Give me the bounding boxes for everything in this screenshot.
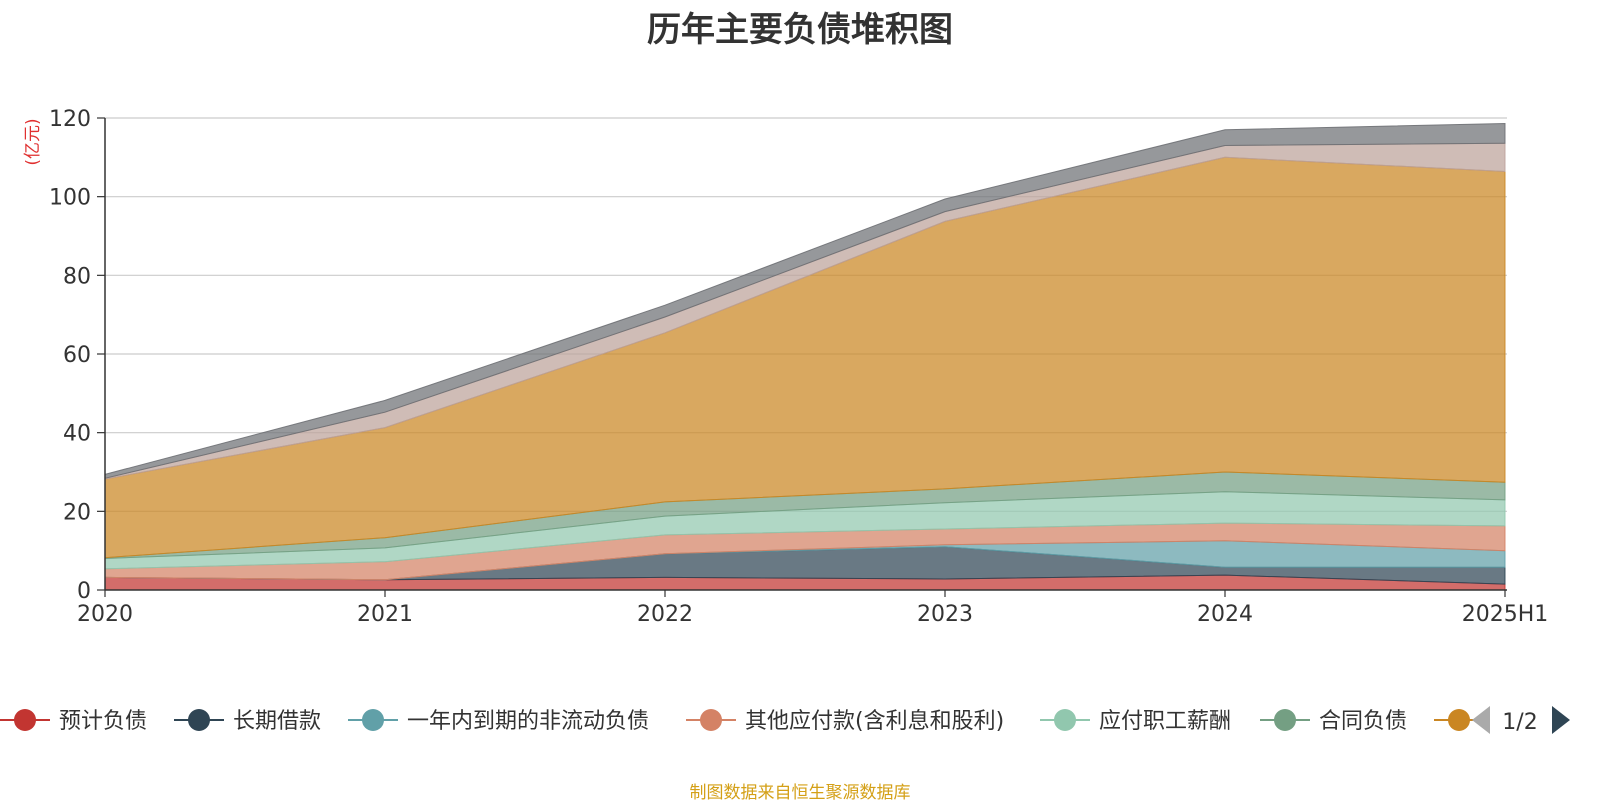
x-tick-label: 2023 — [917, 602, 973, 627]
legend-marker-icon — [14, 709, 36, 731]
x-tick-labels: 2020 2021 2022 2023 2024 2025H1 — [77, 590, 1548, 627]
x-tick-label: 2022 — [637, 602, 693, 627]
legend-item[interactable]: 合同负债 — [1260, 709, 1407, 734]
y-tick-label: 120 — [49, 107, 91, 132]
legend-marker-icon — [1448, 709, 1470, 731]
legend-marker-icon — [188, 709, 210, 731]
x-tick-label: 2021 — [357, 602, 413, 627]
y-tick-label: 20 — [63, 500, 91, 525]
legend-marker-icon — [1054, 709, 1076, 731]
legend-next-page-icon[interactable] — [1552, 706, 1570, 734]
x-tick-label: 2024 — [1197, 602, 1253, 627]
y-axis-unit-label: (亿元) — [23, 118, 43, 165]
legend-item[interactable]: 其他应付款(含利息和股利) — [686, 709, 1004, 734]
legend-label: 长期借款 — [233, 709, 321, 734]
y-tick-labels: 0 20 40 60 80 100 120 — [49, 107, 105, 604]
legend-label: 预计负债 — [59, 709, 147, 734]
source-note: 制图数据来自恒生聚源数据库 — [689, 783, 911, 803]
legend-marker-icon — [362, 709, 384, 731]
legend: 预计负债 长期借款 一年内到期的非流动负债 其他应付款(含利息和股利) 应付职工薪酬 合同… — [0, 709, 1484, 734]
legend-pager: 1/2 — [1472, 706, 1570, 735]
legend-label: 应付职工薪酬 — [1099, 709, 1231, 734]
legend-marker-icon — [1274, 709, 1296, 731]
y-tick-label: 0 — [77, 579, 91, 604]
legend-label: 合同负债 — [1319, 709, 1407, 734]
legend-item[interactable]: 长期借款 — [174, 709, 321, 734]
legend-item[interactable]: 预计负债 — [0, 709, 147, 734]
y-tick-label: 80 — [63, 264, 91, 289]
y-tick-label: 60 — [63, 343, 91, 368]
legend-page-indicator: 1/2 — [1502, 710, 1537, 735]
legend-label: 一年内到期的非流动负债 — [407, 709, 649, 734]
x-tick-label: 2025H1 — [1462, 602, 1549, 627]
legend-marker-icon — [700, 709, 722, 731]
legend-prev-page-icon[interactable] — [1472, 706, 1490, 734]
y-tick-label: 40 — [63, 422, 91, 447]
legend-label: 其他应付款(含利息和股利) — [745, 709, 1004, 734]
area-series-8 — [104, 122, 1506, 479]
chart-title: 历年主要负债堆积图 — [647, 10, 953, 50]
legend-item[interactable]: 一年内到期的非流动负债 — [348, 709, 649, 734]
y-tick-label: 100 — [49, 186, 91, 211]
x-tick-label: 2020 — [77, 602, 133, 627]
series-areas — [104, 122, 1506, 591]
legend-item[interactable]: 应付职工薪酬 — [1040, 709, 1231, 734]
